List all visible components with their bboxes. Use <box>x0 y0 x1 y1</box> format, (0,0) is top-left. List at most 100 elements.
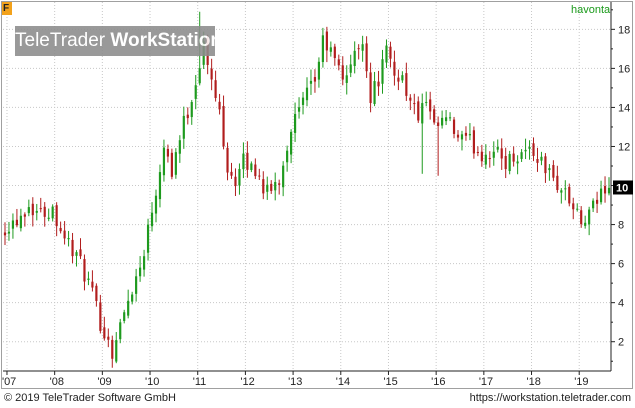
candle-body-down <box>95 285 98 301</box>
candle-body-down <box>572 203 575 210</box>
candle-body-down <box>580 210 583 225</box>
candle-body-up <box>297 107 301 112</box>
candle-body-up <box>524 149 527 152</box>
candle-body-up <box>182 115 185 139</box>
candle-body-down <box>258 175 261 177</box>
candle-body-down <box>389 46 392 59</box>
candle-body-up <box>592 200 595 209</box>
candle-body-up <box>508 154 511 172</box>
candle-body-up <box>27 207 30 214</box>
candle-body-up <box>564 188 567 190</box>
last-price-marker <box>613 180 633 195</box>
y-tick-label: 6 <box>618 259 624 271</box>
candle-layer <box>3 11 611 368</box>
candle-body-up <box>448 117 452 119</box>
candle-body-down <box>429 99 432 112</box>
chart-frame <box>1 1 633 389</box>
candle-body-up <box>47 217 50 219</box>
candle-body-up <box>286 150 289 163</box>
candle-body-up <box>317 61 321 80</box>
candle-body-down <box>59 227 62 232</box>
candle-body-up <box>540 156 543 161</box>
candle-body-down <box>377 81 380 87</box>
last-price-label: 10 <box>616 182 628 194</box>
candle-body-down <box>337 59 340 66</box>
candle-body-down <box>472 130 475 154</box>
candle-body-up <box>150 212 154 227</box>
candle-body-up <box>584 222 587 226</box>
candle-body-up <box>242 153 245 170</box>
candle-body-down <box>552 165 555 178</box>
candle-body-down <box>222 106 225 147</box>
candle-body-up <box>460 134 464 140</box>
corner-flag-icon <box>2 2 12 15</box>
candle-body-up <box>441 117 444 126</box>
candle-body-up <box>560 190 563 193</box>
candle-body-down <box>63 230 66 239</box>
candle-body-down <box>111 339 114 359</box>
candle-body-down <box>556 175 559 190</box>
candle-body-down <box>512 153 515 162</box>
candle-body-up <box>329 47 332 52</box>
candle-body-up <box>87 278 90 280</box>
axis-layer: 2 4 6 8 10 12 14 16 18 '07 '08 '09 '10 '11 '12 '13 '14 '1… <box>2 2 630 388</box>
candle-body-up <box>381 59 384 84</box>
candle-body-up <box>142 256 146 270</box>
candle-body-up <box>115 340 118 362</box>
candle-body-up <box>146 224 150 253</box>
candle-body-up <box>266 184 269 192</box>
candle-body-down <box>166 148 170 157</box>
candle-body-up <box>588 209 591 225</box>
x-tick-label: '15 <box>383 376 397 388</box>
candle-body-down <box>39 208 42 210</box>
candle-body-down <box>226 147 229 173</box>
watermark-bold-text: WorkStation <box>110 30 222 51</box>
candle-body-down <box>23 214 26 217</box>
grid-layer <box>3 2 611 371</box>
candle-body-down <box>210 68 213 80</box>
candle-body-up <box>293 113 297 133</box>
candle-body-up <box>190 102 193 118</box>
candle-body-down <box>234 176 237 187</box>
candle-body-up <box>7 231 11 234</box>
candle-body-up <box>238 168 241 186</box>
candle-body-down <box>186 114 189 119</box>
x-tick-label: '10 <box>145 376 159 388</box>
workstation-watermark: TeleTrader WorkStation <box>15 26 222 56</box>
candle-body-up <box>127 300 130 316</box>
candle-body-up <box>19 215 22 229</box>
candle-body-down <box>270 183 273 191</box>
candle-body-down <box>464 132 468 136</box>
x-tick-label: '11 <box>193 376 207 388</box>
candle-body-down <box>369 72 372 104</box>
candle-body-down <box>532 143 535 156</box>
candle-body-up <box>353 50 356 67</box>
candle-body-up <box>135 276 138 294</box>
candle-body-up <box>401 75 404 81</box>
candle-body-up <box>51 206 54 219</box>
candle-body-down <box>71 239 74 257</box>
candle-body-up <box>194 85 197 99</box>
candle-body-up <box>198 68 201 84</box>
candle-body-down <box>504 155 507 170</box>
candle-body-up <box>349 64 352 73</box>
candle-body-up <box>178 140 181 154</box>
x-tick-label: '12 <box>240 376 254 388</box>
footer-url-link[interactable]: https://workstation.teletrader.com <box>469 392 631 404</box>
candle-body-down <box>246 152 249 170</box>
candle-body-up <box>548 168 551 171</box>
candle-body-down <box>79 249 82 257</box>
candle-body-down <box>405 73 408 96</box>
candle-body-down <box>15 219 19 226</box>
candle-body-up <box>282 165 285 188</box>
x-tick-label: '07 <box>2 376 16 388</box>
corner-letter: F <box>3 3 10 14</box>
candle-body-up <box>484 154 487 165</box>
candle-body-down <box>214 80 217 99</box>
candle-body-up <box>385 45 388 63</box>
candle-body-down <box>91 281 94 288</box>
candle-body-up <box>174 152 177 175</box>
candle-body-up <box>607 187 611 194</box>
candle-body-up <box>373 81 376 105</box>
candle-body-down <box>393 61 396 76</box>
